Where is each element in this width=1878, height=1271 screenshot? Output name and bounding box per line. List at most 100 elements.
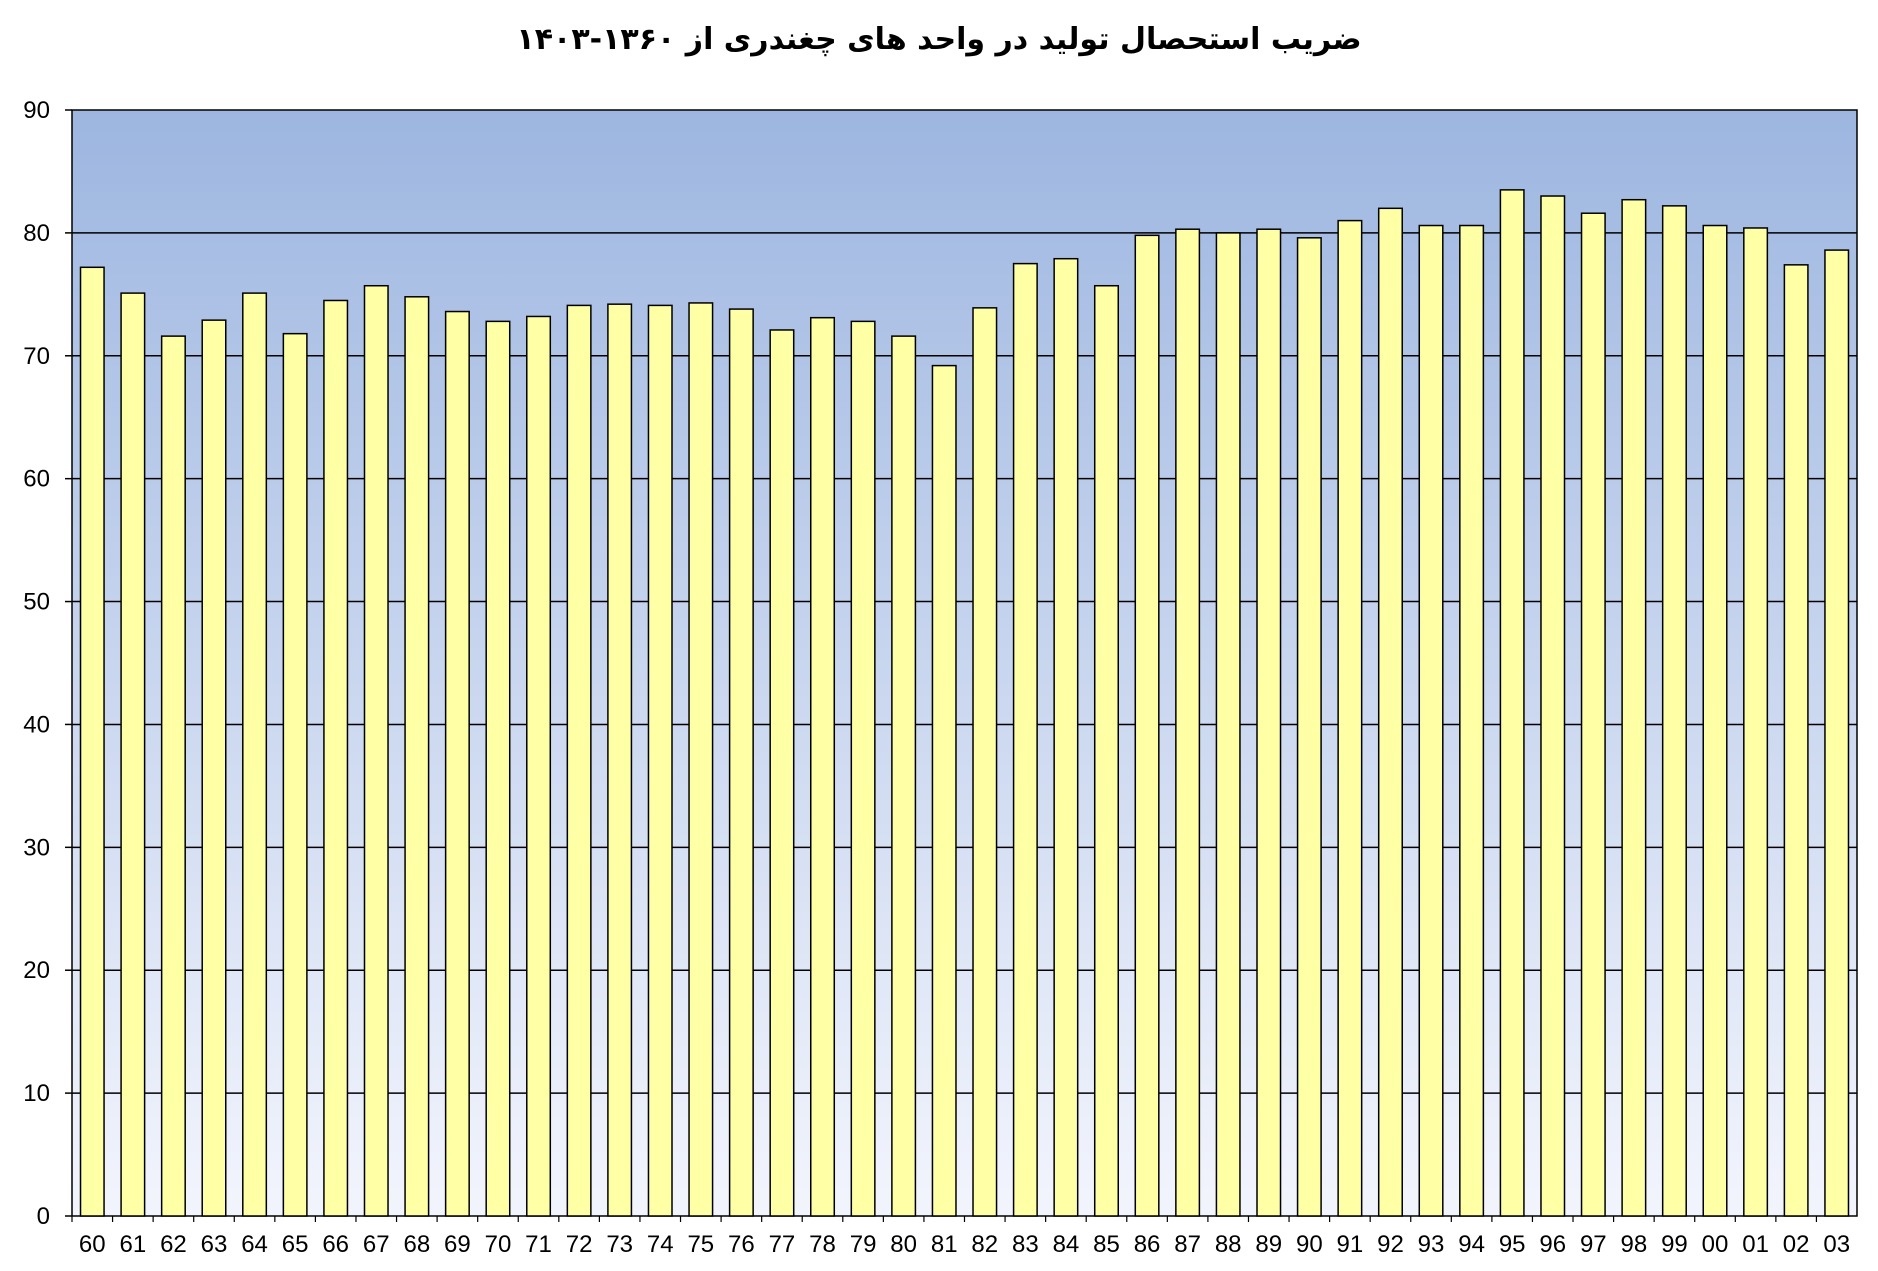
y-tick-label: 20 [23, 957, 50, 984]
x-tick-label-69: 69 [444, 1231, 471, 1258]
bar-85 [1093, 284, 1120, 1217]
y-tick-label: 30 [23, 834, 50, 861]
x-tick-label-01: 01 [1742, 1231, 1769, 1258]
x-tick-label-94: 94 [1458, 1231, 1485, 1258]
y-tick-label: 90 [23, 97, 50, 124]
x-tick-label-70: 70 [485, 1231, 512, 1258]
bar-77 [769, 329, 795, 1217]
bar-88 [1215, 232, 1241, 1217]
x-tick-label-03: 03 [1823, 1231, 1850, 1258]
bar-84 [1053, 257, 1079, 1217]
x-tick-label-90: 90 [1296, 1231, 1323, 1258]
bar-63 [201, 319, 227, 1217]
y-tick-label: 10 [23, 1080, 50, 1107]
x-tick-label-66: 66 [322, 1231, 349, 1258]
bars [79, 189, 1850, 1217]
bar-00 [1702, 224, 1728, 1217]
x-tick-label-82: 82 [971, 1231, 998, 1258]
bar-74 [647, 304, 673, 1217]
x-tick-label-71: 71 [525, 1231, 552, 1258]
chart-title: ضریب استحصال تولید در واحد های چغندری از… [516, 22, 1362, 57]
x-tick-label-60: 60 [79, 1231, 106, 1258]
x-tick-label-79: 79 [850, 1231, 877, 1258]
bar-70 [485, 320, 511, 1217]
x-tick-label-63: 63 [201, 1231, 228, 1258]
y-tick-label: 80 [23, 220, 50, 247]
x-tick-label-92: 92 [1377, 1231, 1404, 1258]
x-tick-label-77: 77 [769, 1231, 796, 1258]
x-tick-label-95: 95 [1499, 1231, 1526, 1258]
bar-66 [323, 299, 349, 1217]
bar-64 [242, 292, 268, 1217]
x-tick-label-72: 72 [566, 1231, 593, 1258]
bar-81 [931, 364, 957, 1217]
x-tick-label-76: 76 [728, 1231, 755, 1258]
bar-87 [1175, 228, 1201, 1217]
bar-02 [1783, 264, 1809, 1217]
x-tick-label-91: 91 [1337, 1231, 1364, 1258]
x-tick-label-97: 97 [1580, 1231, 1607, 1258]
y-tick-label: 70 [23, 343, 50, 370]
x-tick-label-75: 75 [687, 1231, 714, 1258]
bar-92 [1377, 207, 1403, 1217]
x-tick-label-87: 87 [1174, 1231, 1201, 1258]
y-tick-label: 40 [23, 711, 50, 738]
x-tick-label-81: 81 [931, 1231, 958, 1258]
bar-67 [363, 284, 389, 1217]
bar-91 [1337, 219, 1363, 1217]
x-tick-label-02: 02 [1783, 1231, 1810, 1258]
bar-97 [1580, 212, 1606, 1217]
bar-73 [607, 303, 633, 1217]
bar-86 [1134, 234, 1160, 1217]
x-axis: 60 61 62 63 64 65 66 67 68 69 70 71 72 73 74 75 76 77 78 79… [71, 1216, 1850, 1258]
x-tick-label-67: 67 [363, 1231, 390, 1258]
bar-89 [1256, 228, 1282, 1217]
bar-61 [120, 292, 146, 1217]
bar-79 [850, 320, 876, 1217]
bar-60 [79, 266, 105, 1217]
x-tick-label-61: 61 [120, 1231, 147, 1258]
x-tick-label-89: 89 [1255, 1231, 1282, 1258]
x-tick-label-00: 00 [1702, 1231, 1729, 1258]
bar-83 [1012, 262, 1038, 1217]
bar-65 [282, 332, 308, 1217]
bar-72 [566, 304, 592, 1217]
bar-99 [1661, 205, 1687, 1217]
y-axis: 0 10 20 30 40 50 60 70 80 90 [23, 97, 72, 1230]
y-tick-label: 50 [23, 589, 50, 616]
bar-94 [1459, 224, 1485, 1217]
bar-62 [160, 335, 186, 1217]
y-tick-label: 0 [37, 1203, 50, 1230]
bar-76 [728, 308, 754, 1217]
x-tick-label-88: 88 [1215, 1231, 1242, 1258]
x-tick-label-93: 93 [1418, 1231, 1445, 1258]
bar-68 [404, 296, 430, 1217]
bar-01 [1743, 227, 1769, 1217]
x-tick-label-73: 73 [606, 1231, 633, 1258]
bar-69 [444, 310, 470, 1217]
bar-71 [526, 315, 552, 1217]
y-tick-label: 60 [23, 466, 50, 493]
bar-82 [972, 307, 998, 1217]
x-tick-label-84: 84 [1053, 1231, 1080, 1258]
bar-95 [1499, 189, 1525, 1217]
x-tick-label-86: 86 [1134, 1231, 1161, 1258]
x-tick-label-83: 83 [1012, 1231, 1039, 1258]
x-tick-label-80: 80 [890, 1231, 917, 1258]
x-tick-label-65: 65 [282, 1231, 309, 1258]
x-tick-label-62: 62 [160, 1231, 187, 1258]
x-tick-label-98: 98 [1621, 1231, 1648, 1258]
bar-03 [1824, 249, 1850, 1217]
x-tick-label-99: 99 [1661, 1231, 1688, 1258]
x-tick-label-85: 85 [1093, 1231, 1120, 1258]
x-tick-label-68: 68 [403, 1231, 430, 1258]
x-tick-label-74: 74 [647, 1231, 674, 1258]
bar-78 [809, 316, 836, 1217]
bar-93 [1418, 224, 1444, 1217]
bar-98 [1621, 198, 1647, 1217]
bar-90 [1296, 237, 1322, 1217]
x-tick-label-78: 78 [809, 1231, 836, 1258]
bar-75 [688, 302, 714, 1217]
x-tick-label-96: 96 [1539, 1231, 1566, 1258]
